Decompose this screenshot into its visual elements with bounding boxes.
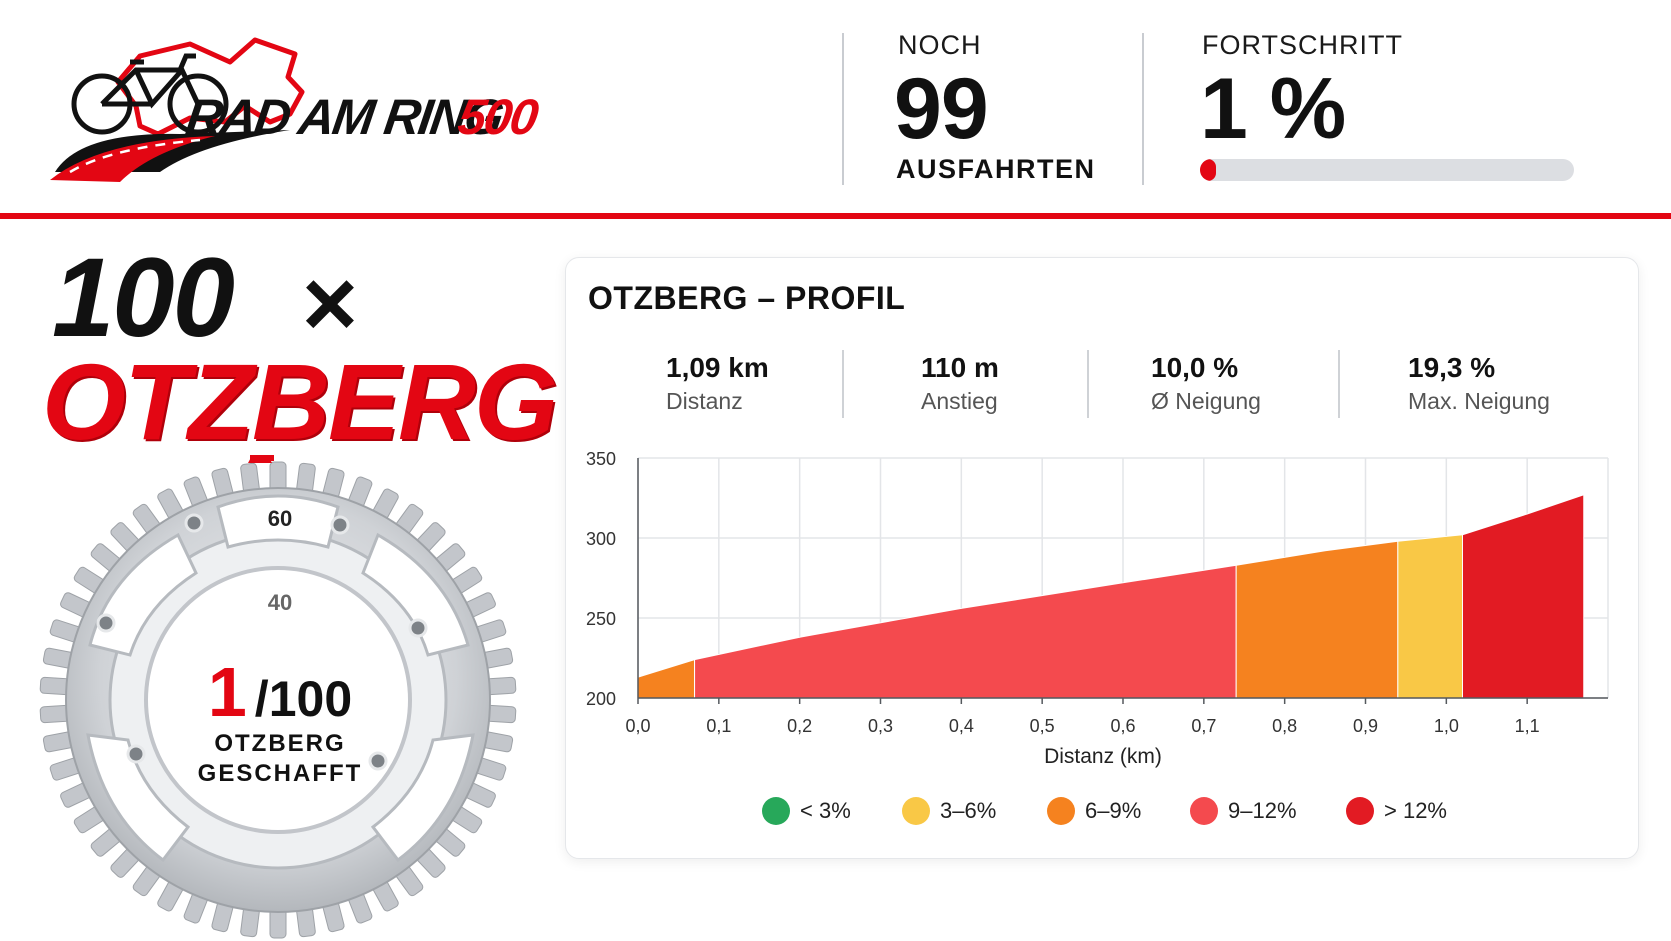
chainring-counter-icon (39, 455, 517, 939)
x-tick-label: 0,1 (706, 716, 731, 736)
ring-track-outline (115, 37, 305, 137)
header-divider-1 (842, 33, 844, 185)
x-tick-label: 1,1 (1515, 716, 1540, 736)
chainring-outer-label: 60 (267, 506, 293, 531)
done-count: 1 (207, 653, 247, 731)
progress-value: 1 % (1200, 61, 1346, 157)
header-divider-2 (1142, 33, 1144, 185)
stat-climb-label: Anstieg (921, 388, 998, 414)
stat-avg-grade: 10,0 % Ø Neigung (1151, 352, 1261, 415)
y-tick-label: 300 (586, 529, 616, 549)
x-tick-label: 0,0 (625, 716, 650, 736)
legend-item: 3–6% (902, 795, 996, 827)
x-tick-label: 0,2 (787, 716, 812, 736)
x-tick-label: 0,3 (868, 716, 893, 736)
header-divider (0, 213, 1671, 219)
x-tick-label: 0,6 (1110, 716, 1135, 736)
elevation-segment (1235, 540, 1399, 699)
legend-label: 9–12% (1228, 798, 1297, 823)
stat-max-grade-label: Max. Neigung (1408, 388, 1550, 414)
legend-label: 3–6% (940, 798, 997, 823)
hero-count: 100 (52, 235, 235, 360)
legend-swatch (1190, 797, 1218, 825)
x-tick-label: 1,0 (1434, 716, 1459, 736)
stat-avg-grade-value: 10,0 % (1151, 352, 1239, 383)
chainring-bolts (96, 513, 428, 771)
remaining-label: NOCH (898, 30, 982, 60)
stat-avg-grade-label: Ø Neigung (1151, 388, 1261, 414)
stat-max-grade-value: 19,3 % (1408, 352, 1496, 383)
legend-item: 6–9% (1047, 795, 1141, 827)
legend-swatch (1047, 797, 1075, 825)
x-tick-label: 0,5 (1030, 716, 1055, 736)
chainring-inner-label: 40 (267, 590, 293, 615)
elevation-segment (1462, 494, 1585, 699)
y-tick-label: 350 (586, 449, 616, 469)
legend-label: 6–9% (1085, 798, 1142, 823)
elevation-segment (637, 658, 696, 699)
legend-item: 9–12% (1190, 795, 1297, 827)
road-red-sweep (50, 136, 215, 182)
remaining-value: 99 (894, 61, 989, 157)
done-label-line-1: OTZBERG (214, 730, 346, 757)
stat-distance-value: 1,09 km (666, 352, 769, 383)
y-tick-label: 250 (586, 609, 616, 629)
logo-number: 500 (455, 89, 542, 145)
x-tick-label: 0,8 (1272, 716, 1297, 736)
stat-distance-label: Distanz (666, 388, 743, 414)
hero-climb-name: OTZBERG (42, 341, 558, 462)
done-counter: 1/100 (150, 652, 410, 732)
stat-divider-1 (842, 350, 844, 418)
x-tick-label: 0,7 (1191, 716, 1216, 736)
legend-swatch (902, 797, 930, 825)
done-slash: / (254, 671, 269, 727)
stat-divider-3 (1338, 350, 1340, 418)
remaining-unit: AUSFAHRTEN (896, 154, 1096, 184)
done-label-line-2: GESCHAFFT (197, 760, 363, 787)
progress-bar (1200, 159, 1574, 181)
legend-item: > 12% (1346, 795, 1447, 827)
x-tick-label: 0,9 (1353, 716, 1378, 736)
brand-logo: RAD AM RING 500 (50, 37, 542, 182)
x-axis-label: Distanz (km) (1044, 745, 1162, 768)
stat-distance: 1,09 km Distanz (666, 352, 769, 415)
elevation-segment (1397, 534, 1463, 699)
legend-item: < 3% (762, 795, 851, 827)
profile-title: OTZBERG – PROFIL (588, 280, 906, 316)
stat-divider-2 (1087, 350, 1089, 418)
done-total: 100 (268, 671, 353, 727)
legend-label: < 3% (800, 798, 851, 823)
x-tick-label: 0,4 (949, 716, 974, 736)
y-tick-label: 200 (586, 689, 616, 709)
legend-label: > 12% (1384, 798, 1447, 823)
legend-swatch (762, 797, 790, 825)
bicycle-icon (71, 53, 229, 135)
stat-max-grade: 19,3 % Max. Neigung (1408, 352, 1550, 415)
elevation-chart: 200 250 300 350 0,0 0,1 0,2 0,3 0,4 0,5 0,6 0,7 0,8 0… (586, 449, 1609, 768)
progress-label: FORTSCHRITT (1202, 30, 1403, 60)
logo-text: RAD AM RING (183, 89, 507, 145)
progress-bar-fill (1200, 159, 1216, 181)
elevation-segment (694, 564, 1237, 699)
stat-climb-value: 110 m (921, 352, 999, 383)
legend-swatch (1346, 797, 1374, 825)
stat-climb: 110 m Anstieg (921, 352, 999, 415)
hero-times-sign: × (300, 250, 356, 357)
